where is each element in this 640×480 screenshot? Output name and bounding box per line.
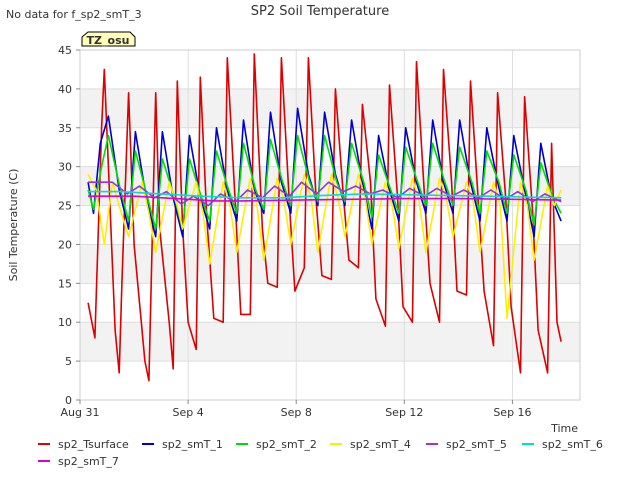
- plot-area: 0 5 10 15 20 25 30 35 40 45 Aug 31 Sep 4 Sep 8 Sep 12…: [58, 44, 581, 419]
- x-tick-label: Sep 8: [281, 406, 312, 419]
- legend-label: sp2_smT_7: [58, 455, 119, 468]
- series-line-sp2_Tsurface: [87, 53, 562, 382]
- tz-tag: TZ_osu: [81, 31, 136, 47]
- legend-label: sp2_smT_2: [256, 438, 317, 451]
- series-line-sp2_smT_7: [88, 195, 562, 202]
- y-tick-label: 45: [58, 44, 72, 57]
- legend-label: sp2_smT_6: [542, 438, 603, 451]
- y-tick-label: 25: [58, 200, 72, 213]
- x-axis-label: Time: [550, 422, 578, 435]
- no-data-note: No data for f_sp2_smT_3: [6, 8, 142, 21]
- plot-frame: [79, 49, 581, 401]
- series-line-sp2_smT_5: [88, 181, 562, 207]
- y-tick-label: 15: [58, 277, 72, 290]
- y-axis-label: Soil Temperature (C): [7, 169, 20, 282]
- x-tick-label: Sep 16: [493, 406, 531, 419]
- tz-tag-box: [81, 31, 136, 47]
- y-tick-label: 30: [58, 161, 72, 174]
- legend-label: sp2_Tsurface: [58, 438, 129, 451]
- legend-label: sp2_smT_4: [350, 438, 411, 451]
- series-line-sp2_smT_2: [87, 134, 562, 230]
- tz-tag-label: TZ_osu: [87, 34, 130, 47]
- x-tick-label: Aug 31: [61, 406, 100, 419]
- series-line-sp2_smT_6: [88, 190, 562, 199]
- y-tick-label: 40: [58, 83, 72, 96]
- y-tick-label: 10: [58, 316, 72, 329]
- y-tick-label: 0: [65, 394, 72, 407]
- legend-label: sp2_smT_1: [162, 438, 223, 451]
- shaded-band-0: [80, 322, 580, 362]
- chart-title: SP2 Soil Temperature: [251, 4, 389, 19]
- legend: sp2_Tsurface sp2_smT_1 sp2_smT_2 sp2_smT_4 s…: [38, 438, 603, 468]
- legend-label: sp2_smT_5: [446, 438, 507, 451]
- x-tick-label: Sep 12: [385, 406, 423, 419]
- x-tick-label: Sep 4: [172, 406, 203, 419]
- y-tick-label: 35: [58, 122, 72, 135]
- y-tick-label: 20: [58, 238, 72, 251]
- y-tick-label: 5: [65, 355, 72, 368]
